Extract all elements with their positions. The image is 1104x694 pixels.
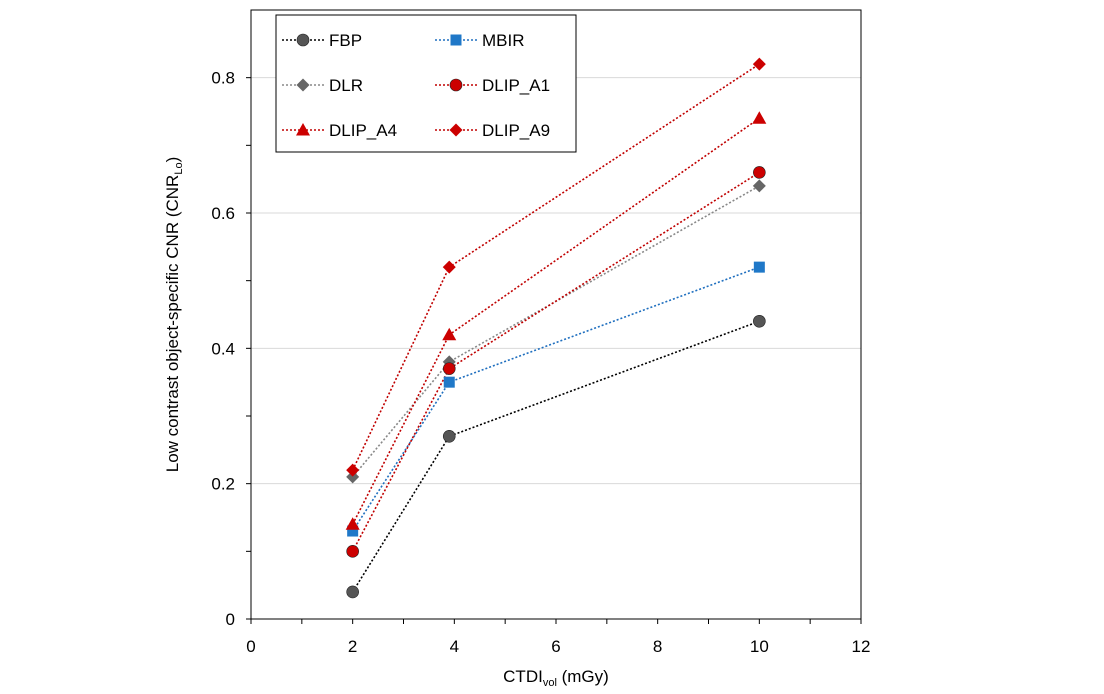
data-point-dlip-a4 — [752, 111, 767, 124]
y-tick-label: 0 — [226, 610, 235, 629]
series-line-dlip-a4 — [351, 117, 760, 525]
data-point-dlr — [752, 179, 766, 193]
x-tick-label: 6 — [551, 637, 560, 656]
x-tick-label: 12 — [852, 637, 871, 656]
legend-label: DLIP_A1 — [482, 76, 550, 95]
x-axis-title-suffix: (mGy) — [557, 667, 609, 686]
data-point-mbir — [753, 261, 765, 273]
legend-marker — [296, 33, 310, 47]
data-point-dlip-a9 — [752, 57, 766, 71]
y-axis-title: Low contrast object-specific CNR (CNRLo) — [163, 157, 185, 473]
data-point-dlip-a1 — [753, 166, 766, 179]
y-axis-title-sub: Lo — [173, 162, 185, 174]
legend-label: DLR — [329, 76, 363, 95]
x-tick-label: 8 — [653, 637, 662, 656]
legend-label: FBP — [329, 31, 362, 50]
data-point-dlr — [346, 470, 360, 484]
y-tick-label: 0.6 — [211, 204, 235, 223]
data-point-dlip-a1 — [346, 545, 359, 558]
legend-box — [275, 14, 577, 153]
data-point-dlip-a4 — [345, 517, 360, 530]
y-tick-label: 0.4 — [211, 339, 235, 358]
legend-item-dlr: DLR — [282, 76, 363, 95]
x-axis-title-sub: vol — [543, 677, 557, 689]
series-line-mbir — [351, 266, 760, 532]
legend: FBP MBIR DLR DLIP_A1 DLIP_A4 DLIP_A9 — [275, 14, 577, 153]
data-points — [345, 57, 767, 599]
data-point-dlip-a4 — [442, 327, 457, 341]
x-tick-label: 2 — [348, 637, 357, 656]
x-tick-label: 0 — [246, 637, 255, 656]
x-axis-title-main: CTDI — [503, 667, 543, 686]
x-tick-label: 10 — [750, 637, 769, 656]
legend-marker — [296, 78, 310, 92]
axis-ticks: 0 2 4 6 8 10 12 0 0.2 0.4 0.6 0.8 — [211, 69, 870, 656]
legend-label: DLIP_A4 — [329, 121, 397, 140]
series-line-dlr — [352, 185, 760, 478]
y-axis-title-main: Low contrast object-specific CNR (CNR — [163, 175, 182, 473]
data-point-dlip-a9 — [442, 260, 456, 274]
legend-label: DLIP_A9 — [482, 121, 550, 140]
y-tick-label: 0.2 — [211, 475, 235, 494]
legend-item-fbp: FBP — [282, 31, 362, 50]
legend-item-mbir: MBIR — [435, 31, 525, 50]
data-point-fbp — [442, 429, 456, 443]
x-axis-title: CTDIvol (mGy) — [503, 667, 609, 689]
legend-marker — [449, 78, 463, 92]
y-tick-label: 0.8 — [211, 69, 235, 88]
x-tick-label: 4 — [450, 637, 459, 656]
data-point-mbir — [443, 376, 455, 388]
data-point-dlip-a1 — [442, 362, 456, 375]
legend-item-dlip-a4: DLIP_A4 — [282, 121, 397, 140]
data-point-dlip-a9 — [346, 463, 360, 477]
legend-item-dlip-a1: DLIP_A1 — [435, 76, 550, 95]
legend-label: MBIR — [482, 31, 525, 50]
data-point-fbp — [346, 585, 359, 599]
data-point-fbp — [753, 314, 766, 328]
legend-marker — [450, 34, 462, 46]
series-line-dlip-a1 — [351, 171, 760, 552]
legend-marker — [449, 123, 463, 137]
y-axis-title-suffix: ) — [163, 157, 182, 163]
series-line-fbp — [351, 320, 760, 593]
data-point-mbir — [347, 525, 359, 537]
legend-item-dlip-a9: DLIP_A9 — [435, 121, 550, 140]
legend-marker — [296, 123, 310, 136]
